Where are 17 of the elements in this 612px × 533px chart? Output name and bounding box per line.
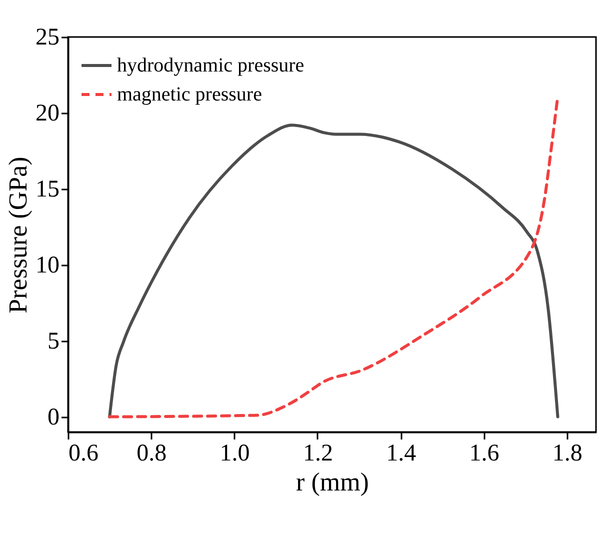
y-tick-label: 10	[36, 252, 60, 278]
y-tick-label: 0	[48, 404, 60, 430]
x-tick-label: 0.6	[68, 440, 98, 466]
x-tick-label: 0.8	[136, 440, 167, 466]
y-tick-label: 20	[36, 100, 60, 126]
y-tick-label: 5	[48, 328, 60, 354]
x-tick-label: 1.6	[469, 440, 500, 466]
x-tick-label: 1.0	[220, 440, 250, 466]
x-axis-title: r (mm)	[296, 468, 369, 496]
x-tick-label: 1.4	[386, 440, 416, 466]
legend-label: magnetic pressure	[117, 84, 262, 106]
x-tick-label: 1.2	[302, 440, 333, 466]
y-tick-label: 25	[36, 24, 60, 50]
x-tick-label: 1.8	[552, 440, 582, 466]
y-axis-title: Pressure (GPa)	[4, 156, 32, 314]
y-tick-label: 15	[36, 176, 60, 202]
legend-label: hydrodynamic pressure	[117, 54, 304, 76]
